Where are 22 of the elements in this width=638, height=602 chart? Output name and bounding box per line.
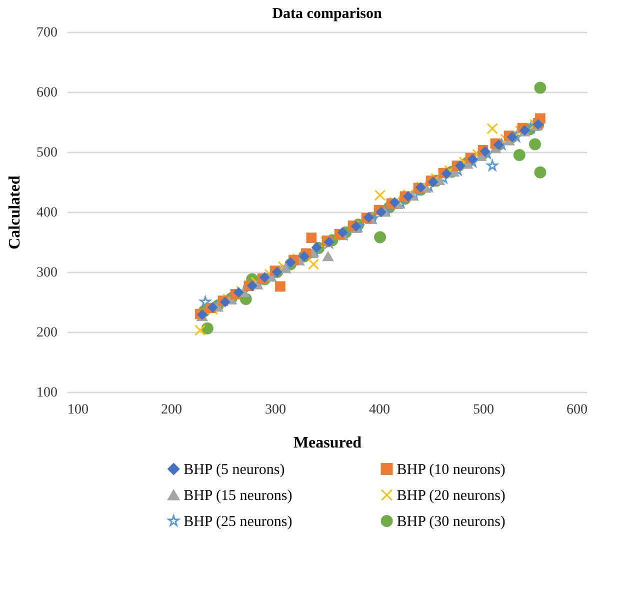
- x-tick-label: 300: [265, 402, 286, 418]
- x-axis-title: Measured: [293, 434, 362, 452]
- y-tick-label: 100: [36, 386, 58, 400]
- y-tick-label: 700: [36, 26, 58, 40]
- x-tick-label: 100: [68, 402, 88, 418]
- x-tick-label: 600: [566, 402, 588, 418]
- legend-label: BHP (30 neurons): [396, 514, 506, 530]
- y-axis-title: Calculated: [6, 176, 24, 250]
- legend-label: BHP (10 neurons): [396, 462, 506, 478]
- y-tick-label: 200: [36, 326, 58, 340]
- legend-label: BHP (5 neurons): [184, 462, 285, 478]
- legend-label: BHP (15 neurons): [184, 488, 292, 504]
- legend-label: BHP (25 neurons): [184, 514, 292, 530]
- x-tick-label: 400: [369, 402, 390, 418]
- chart-title: Data comparison: [272, 6, 382, 22]
- y-tick-label: 400: [36, 206, 58, 220]
- x-tick-label: 500: [473, 402, 494, 418]
- x-tick-label: 200: [161, 402, 182, 418]
- legend-label: BHP (20 neurons): [396, 488, 506, 504]
- y-tick-label: 600: [36, 86, 58, 100]
- y-tick-label: 300: [36, 266, 58, 280]
- y-tick-label: 500: [36, 146, 58, 160]
